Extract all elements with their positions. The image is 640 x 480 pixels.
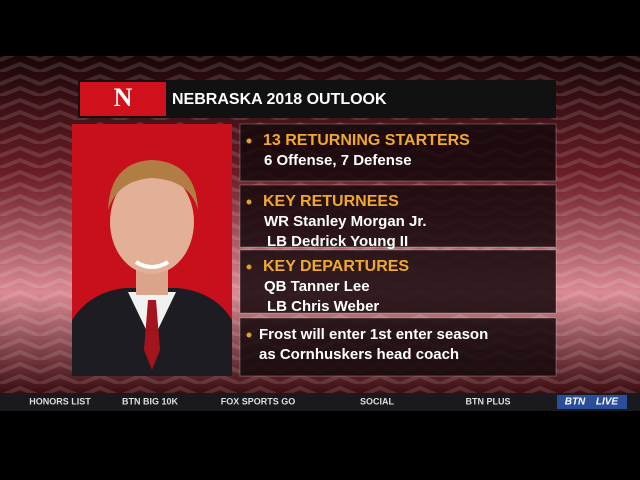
section-line: LB Chris Weber bbox=[267, 298, 379, 315]
ticker-item: BTN BIG 10K bbox=[122, 396, 179, 406]
logo: N bbox=[114, 83, 133, 112]
section-heading: 13 RETURNING STARTERS bbox=[263, 132, 470, 149]
bullet bbox=[246, 264, 252, 270]
logo-box bbox=[80, 82, 166, 116]
ticker-logo-box bbox=[557, 395, 627, 409]
ticker-logo-btn: BTN bbox=[565, 397, 586, 408]
ticker-logo-live: LIVE bbox=[596, 397, 619, 408]
ticker: HONORS LIST BTN BIG 10K FOX SPORTS GO SOCIA… bbox=[29, 396, 510, 406]
section-heading: KEY DEPARTURES bbox=[263, 258, 409, 275]
section-line: LB Dedrick Young II bbox=[267, 233, 408, 250]
section-line: WR Stanley Morgan Jr. bbox=[264, 213, 427, 230]
panel bbox=[239, 184, 557, 248]
bullet bbox=[246, 138, 252, 144]
bullet bbox=[246, 332, 252, 338]
section-line: QB Tanner Lee bbox=[264, 278, 370, 295]
panel bbox=[239, 249, 557, 314]
panel bbox=[239, 123, 557, 182]
title: NEBRASKA 2018 OUTLOOK bbox=[172, 91, 387, 108]
section-heading: KEY RETURNEES bbox=[263, 193, 399, 210]
ticker-item: SOCIAL bbox=[360, 396, 395, 406]
section-line: as Cornhuskers head coach bbox=[259, 346, 459, 363]
ticker-item: HONORS LIST bbox=[29, 396, 91, 406]
info-panels: 13 RETURNING STARTERS 6 Offense, 7 Defens… bbox=[239, 123, 557, 377]
ticker-item: BTN PLUS bbox=[466, 396, 511, 406]
ticker-item: FOX SPORTS GO bbox=[221, 396, 296, 406]
panel bbox=[239, 317, 557, 377]
section-line: Frost will enter 1st enter season bbox=[259, 326, 488, 343]
ticker-bar bbox=[0, 393, 640, 411]
section-line: 6 Offense, 7 Defense bbox=[264, 152, 412, 169]
photo bbox=[72, 124, 232, 376]
bullet bbox=[246, 199, 252, 205]
